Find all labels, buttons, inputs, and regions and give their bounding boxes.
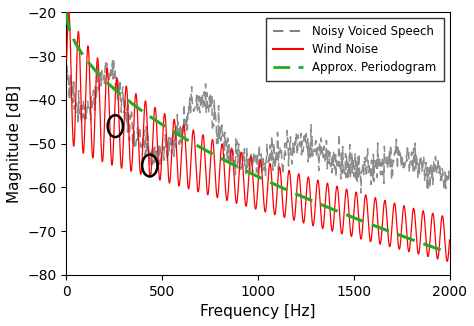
Legend: Noisy Voiced Speech, Wind Noise, Approx. Periodogram: Noisy Voiced Speech, Wind Noise, Approx.… — [266, 18, 444, 81]
X-axis label: Frequency [Hz]: Frequency [Hz] — [200, 304, 316, 319]
Y-axis label: Magnitude [dB]: Magnitude [dB] — [7, 84, 22, 203]
